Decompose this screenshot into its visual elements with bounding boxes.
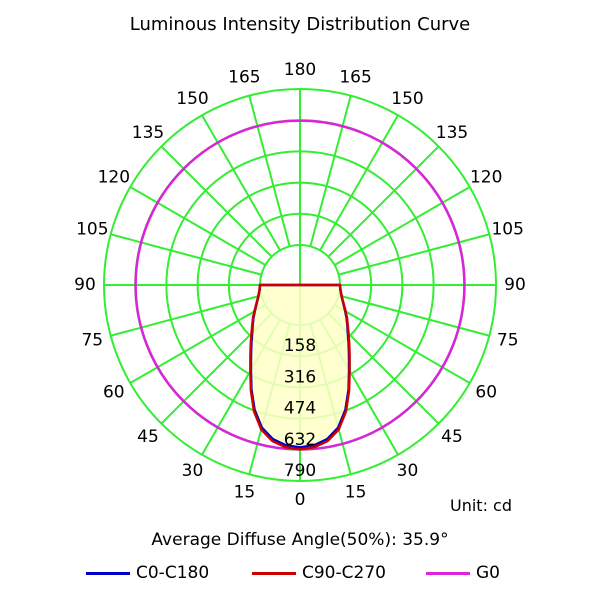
angle-tick-label: 0 [295,490,306,510]
legend-swatch-g0 [426,571,470,575]
angle-tick-label: 75 [497,331,519,351]
angle-tick-label: 45 [441,427,463,447]
legend-label-c0: C0-C180 [136,563,210,583]
legend-item-g0: G0 [426,563,500,583]
angle-tick-label: 135 [436,123,468,143]
angle-tick-label: 90 [504,275,526,295]
radial-tick-label: 158 [284,336,316,356]
radial-tick-label: 632 [284,430,316,450]
angle-tick-label: 90 [74,275,96,295]
angle-tick-label: 165 [228,67,260,87]
grid-spoke-225 [160,145,273,258]
radial-tick-label: 474 [284,399,316,419]
legend-swatch-c0 [86,571,130,575]
grid-spoke-105 [338,233,490,276]
grid-spoke-60 [334,304,471,384]
angle-tick-label: 45 [137,427,159,447]
legend-label-c90: C90-C270 [302,563,386,583]
grid-spoke-150 [319,114,399,251]
angle-tick-label: 15 [234,483,256,503]
legend-label-g0: G0 [476,563,500,583]
angle-tick-label: 165 [339,67,371,87]
grid-spoke-300 [129,304,266,384]
grid-spoke-120 [334,186,471,266]
chart-title: Luminous Intensity Distribution Curve [129,14,471,35]
angle-tick-label: 135 [132,123,164,143]
unit-label: Unit: cd [450,496,512,515]
grid-spoke-255 [110,233,262,276]
legend: C0-C180 C90-C270 G0 [0,563,600,587]
radial-tick-label: 316 [284,367,316,387]
angle-tick-label: 120 [470,168,502,188]
curve-layer [134,119,466,451]
label-layer: 158 316 474 632 790 0 15 30 45 60 75 90 105 120 135 150… [74,60,526,510]
angle-tick-label: 150 [176,89,208,109]
angle-tick-label: 105 [491,219,523,239]
grid-spoke-135 [327,145,440,258]
series-curve-1 [249,283,351,451]
grid-spoke-210 [201,114,281,251]
angle-tick-label: 60 [103,383,125,403]
angle-tick-label: 30 [397,461,419,481]
curve-fill [250,285,350,450]
angle-tick-label: 30 [182,461,204,481]
grid-spoke-165 [309,95,352,247]
angle-tick-label: 60 [475,383,497,403]
grid-spoke-285 [110,294,262,337]
angle-tick-label: 15 [345,483,367,503]
grid-spoke-240 [129,186,266,266]
legend-item-c0: C0-C180 [86,563,209,583]
grid-spoke-195 [248,95,291,247]
angle-tick-label: 75 [81,331,103,351]
radial-tick-label: 790 [284,461,316,481]
grid-spoke-75 [338,294,490,337]
angle-tick-label: 150 [391,89,423,109]
angle-tick-label: 120 [98,168,130,188]
legend-swatch-c90 [252,571,296,575]
angle-tick-label: 180 [284,60,316,80]
legend-item-c90: C90-C270 [252,563,386,583]
average-diffuse-angle: Average Diffuse Angle(50%): 35.9° [151,530,449,550]
angle-tick-label: 105 [76,219,108,239]
curve-fill-area [250,285,350,450]
